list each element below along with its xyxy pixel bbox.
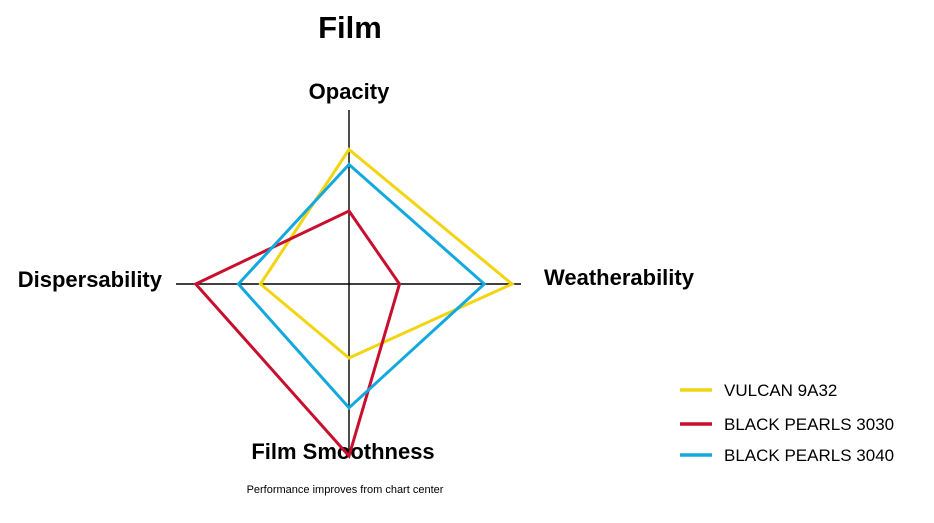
- chart-title: Film: [318, 10, 382, 45]
- series-black-pearls-3030: [193, 209, 402, 460]
- axis-label-dispersability: Dispersability: [18, 267, 163, 292]
- chart-footnote: Performance improves from chart center: [247, 484, 444, 496]
- series-black-pearls-3040: [236, 162, 487, 410]
- axis-label-opacity: Opacity: [309, 79, 390, 104]
- legend: VULCAN 9A32 BLACK PEARLS 3030 BLACK PEAR…: [680, 381, 894, 465]
- legend-label-black-pearls-3040: BLACK PEARLS 3040: [724, 446, 894, 465]
- series-layer: [193, 147, 515, 460]
- legend-label-vulcan-9a32: VULCAN 9A32: [724, 381, 837, 400]
- legend-label-black-pearls-3030: BLACK PEARLS 3030: [724, 415, 894, 434]
- axis-label-weatherability: Weatherability: [544, 265, 695, 290]
